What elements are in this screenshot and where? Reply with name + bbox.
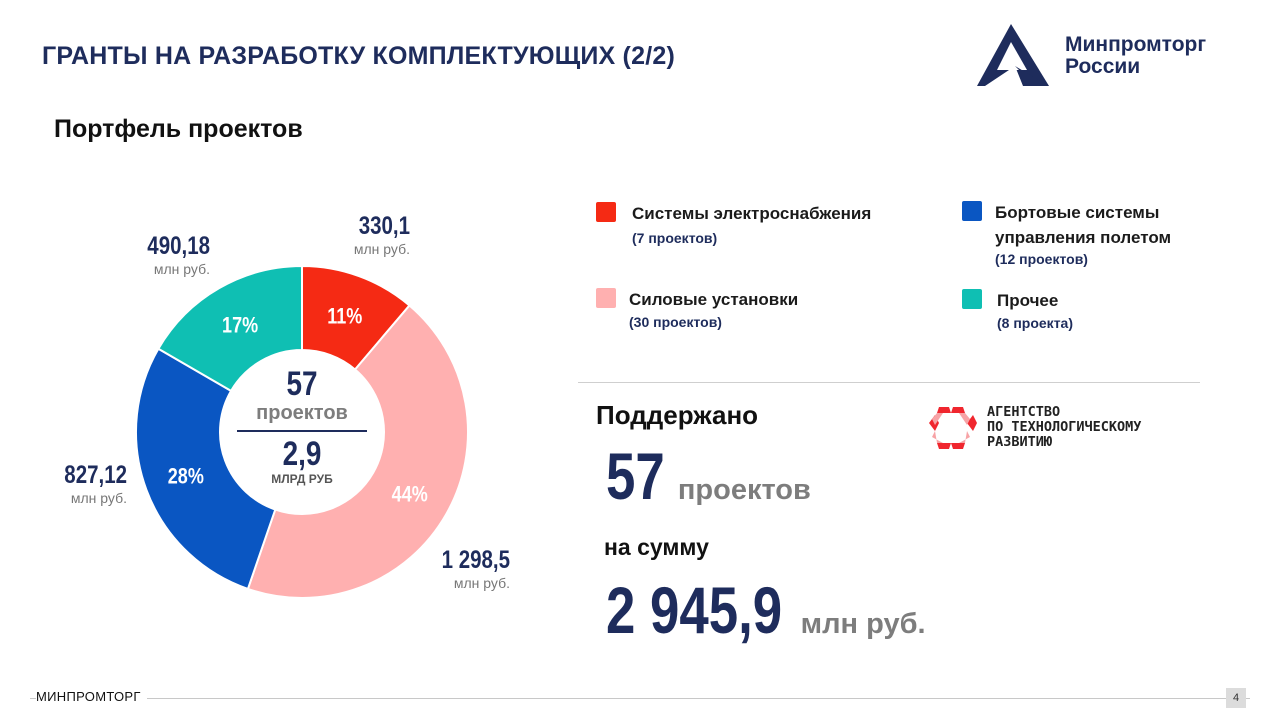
legend-swatch-power — [596, 288, 616, 308]
logo-text: Минпромторг России — [1065, 34, 1206, 78]
legend-name-power: Силовые установки — [629, 290, 799, 309]
value-label-power-unit: млн руб. — [453, 575, 510, 591]
value-label-other-value: 490,18 — [147, 232, 210, 260]
value-label-other: 490,18 млн руб. — [100, 232, 210, 277]
legend-swatch-other — [962, 289, 982, 309]
supported-label: Поддержано — [596, 400, 759, 430]
value-label-other-unit: млн руб. — [153, 261, 210, 277]
donut-percent-avionics: 28% — [168, 465, 204, 489]
donut-slice-avionics — [135, 347, 277, 591]
projects-row: 57 проектов — [606, 438, 811, 514]
sum-row: 2 945,9 млн руб. — [606, 572, 926, 648]
legend-count-other: (8 проекта) — [997, 315, 1073, 331]
logo-text-line1: Минпромторг — [1065, 33, 1207, 56]
donut-percent-other: 17% — [222, 314, 258, 338]
agency-line1: АГЕНТСТВО — [987, 404, 1061, 420]
sum-unit: млн руб. — [800, 608, 926, 640]
minpromtorg-emblem-icon — [977, 24, 1049, 86]
minpromtorg-logo: Минпромторг России — [975, 22, 1245, 88]
section-title: Портфель проектов — [54, 115, 303, 143]
agency-name: АГЕНТСТВО ПО ТЕХНОЛОГИЧЕСКОМУ РАЗВИТИЮ — [987, 405, 1141, 450]
donut-slice-other — [157, 264, 303, 393]
value-label-avionics-value: 827,12 — [64, 461, 127, 489]
legend-swatch-avionics — [962, 201, 982, 221]
donut-chart: 11% 44% 28% 17% — [135, 264, 469, 599]
logo-text-line2: России — [1065, 55, 1141, 78]
agency-logo: АГЕНТСТВО ПО ТЕХНОЛОГИЧЕСКОМУ РАЗВИТИЮ — [925, 405, 1205, 455]
projects-count: 57 — [606, 439, 665, 513]
legend-name-avionics-line2: управления полетом — [995, 228, 1172, 247]
legend-count-electro: (7 проектов) — [632, 230, 718, 246]
center-sum: 2,9 — [282, 435, 322, 473]
legend-name-avionics: Бортовые системы управления полетом — [995, 200, 1171, 250]
value-label-electro: 330,1 млн руб. — [300, 212, 410, 257]
donut-center: 57 проектов 2,9 МЛРД РУБ — [232, 366, 372, 486]
donut-slice-power — [246, 304, 469, 599]
legend-divider — [578, 382, 1200, 383]
projects-unit: проектов — [677, 474, 811, 506]
center-count-label: проектов — [256, 402, 348, 424]
value-label-electro-value: 330,1 — [358, 212, 410, 240]
donut-percent-electro: 11% — [327, 305, 362, 329]
agency-line3: РАЗВИТИЮ — [987, 434, 1053, 450]
sum-intro: на сумму — [604, 534, 709, 560]
value-label-avionics-unit: млн руб. — [70, 490, 127, 506]
value-label-electro-unit: млн руб. — [353, 241, 410, 257]
agency-line2: ПО ТЕХНОЛОГИЧЕСКОМУ — [987, 419, 1142, 435]
footer-line — [30, 698, 1250, 699]
legend-count-power: (30 проектов) — [629, 314, 722, 330]
legend-swatch-electro — [596, 202, 616, 222]
legend-name-electro: Системы электроснабжения — [632, 204, 872, 223]
value-label-avionics: 827,12 млн руб. — [20, 461, 127, 506]
value-label-power-value: 1 298,5 — [441, 546, 510, 574]
value-label-power: 1 298,5 млн руб. — [395, 546, 510, 591]
center-sum-label: МЛРД РУБ — [271, 472, 333, 486]
slide-title: ГРАНТЫ НА РАЗРАБОТКУ КОМПЛЕКТУЮЩИХ (2/2) — [42, 42, 675, 70]
legend-name-avionics-line1: Бортовые системы — [995, 203, 1160, 222]
center-count: 57 — [286, 365, 318, 403]
donut-percent-power: 44% — [392, 483, 428, 507]
page-number: 4 — [1226, 688, 1246, 708]
footer-brand: МИНПРОМТОРГ — [36, 689, 147, 704]
legend-name-other: Прочее — [997, 291, 1059, 310]
agency-hexagon-icon — [929, 407, 977, 449]
center-divider — [237, 430, 367, 432]
legend-count-avionics: (12 проектов) — [995, 251, 1088, 267]
sum-value: 2 945,9 — [606, 573, 783, 647]
